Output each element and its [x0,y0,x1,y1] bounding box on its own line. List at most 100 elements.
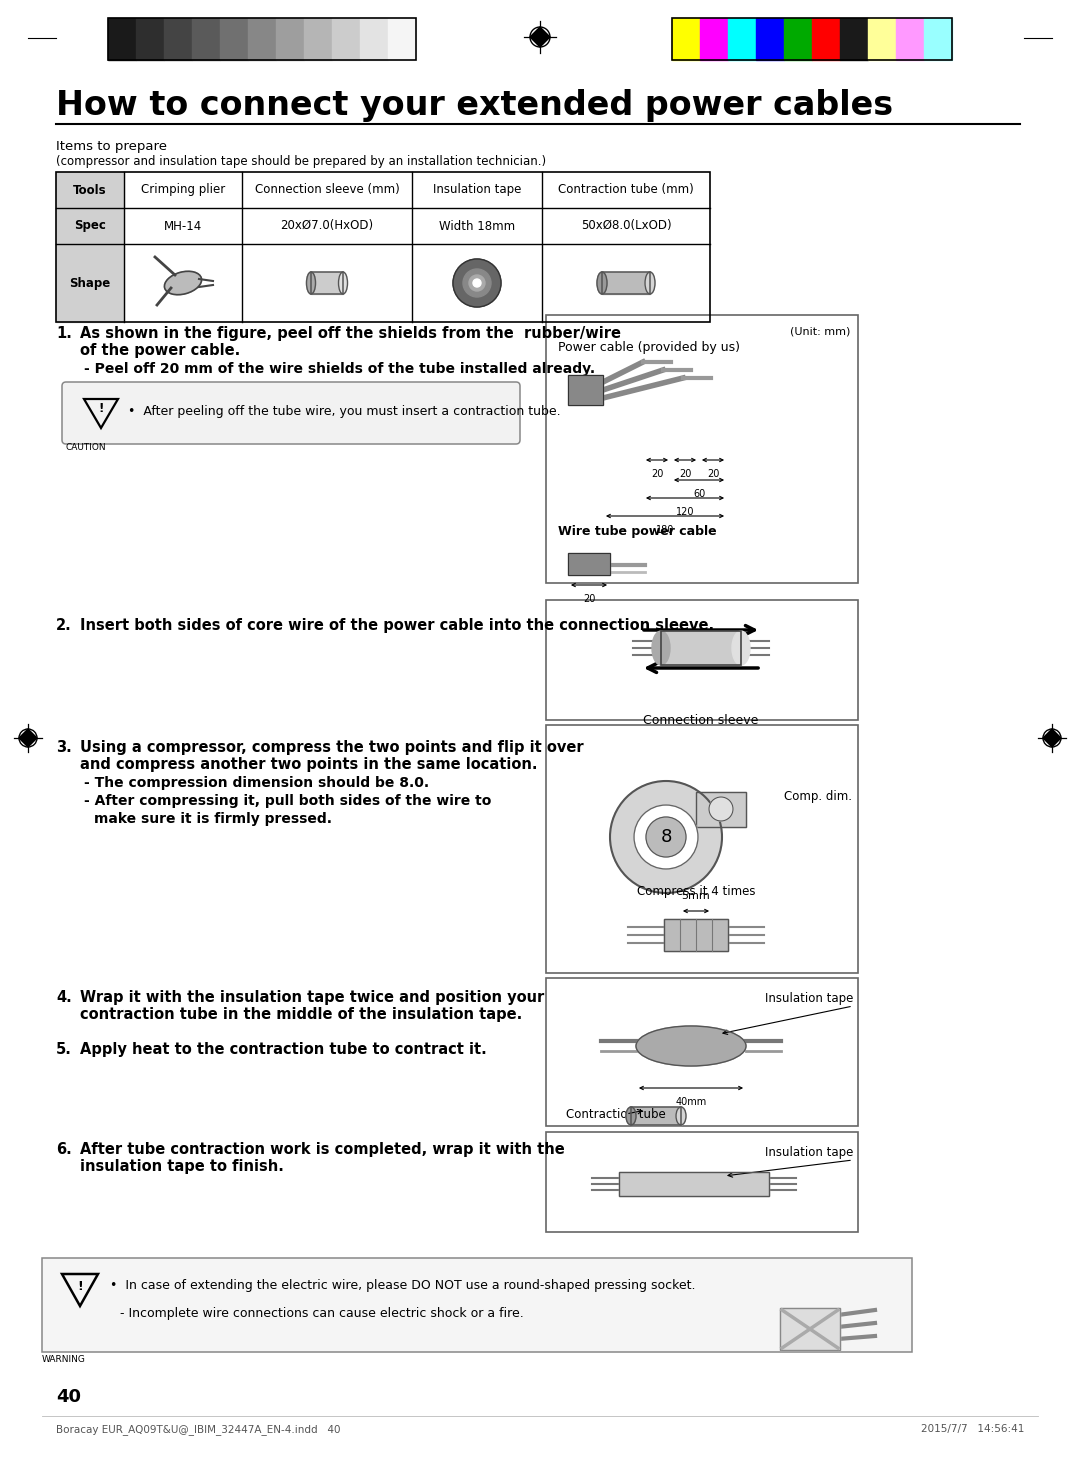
Bar [276,18,303,61]
Text: Connection sleeve (mm): Connection sleeve (mm) [255,183,400,196]
Text: •  In case of extending the electric wire, please DO NOT use a round-shaped pres: • In case of extending the electric wire… [110,1280,696,1293]
Bar [56,208,124,244]
Text: Wrap it with the insulation tape twice and position your: Wrap it with the insulation tape twice a… [80,990,544,1005]
Text: Shape: Shape [69,276,110,289]
Text: make sure it is firmly pressed.: make sure it is firmly pressed. [94,812,332,827]
Text: - The compression dimension should be 8.0.: - The compression dimension should be 8.… [84,776,429,790]
Bar [602,272,650,294]
Text: 5mm: 5mm [681,892,711,900]
Text: Tools: Tools [73,183,107,196]
Bar [896,18,924,61]
Bar [784,18,812,61]
Bar [619,1172,769,1196]
Text: - After compressing it, pull both sides of the wire to: - After compressing it, pull both sides … [84,794,491,807]
Text: insulation tape to finish.: insulation tape to finish. [80,1159,284,1173]
Bar [696,793,746,827]
Text: 50xØ8.0(LxOD): 50xØ8.0(LxOD) [581,220,672,233]
FancyBboxPatch shape [62,382,519,444]
Ellipse shape [636,1026,746,1066]
Text: Insulation tape: Insulation tape [765,1145,853,1159]
Circle shape [463,269,491,297]
Text: Boracay EUR_AQ09T&U@_IBIM_32447A_EN-4.indd   40: Boracay EUR_AQ09T&U@_IBIM_32447A_EN-4.in… [56,1424,340,1435]
Text: 2015/7/7   14:56:41: 2015/7/7 14:56:41 [920,1424,1024,1435]
Text: 2.: 2. [56,618,71,633]
Bar [388,18,416,61]
Ellipse shape [652,632,670,666]
Bar [56,173,124,208]
Bar [546,979,858,1126]
Bar [700,18,728,61]
Text: - Peel off 20 mm of the wire shields of the tube installed already.: - Peel off 20 mm of the wire shields of … [84,362,595,376]
Text: - Incomplete wire connections can cause electric shock or a fire.: - Incomplete wire connections can cause … [120,1308,524,1321]
Text: Contraction tube: Contraction tube [566,1108,665,1120]
Bar [672,18,700,61]
Text: Wire tube power cable: Wire tube power cable [558,525,717,537]
Bar [311,272,343,294]
Circle shape [708,797,733,821]
Circle shape [610,781,723,893]
Ellipse shape [645,272,654,294]
Bar [664,920,728,951]
Bar [696,793,746,827]
Text: Spec: Spec [75,220,106,233]
Bar [672,18,951,61]
Text: Power cable (provided by us): Power cable (provided by us) [558,341,740,354]
Text: 180: 180 [656,525,674,534]
Bar [546,314,858,583]
Text: As shown in the figure, peel off the shields from the  rubber/wire: As shown in the figure, peel off the shi… [80,326,621,341]
Bar [164,18,192,61]
Text: Insert both sides of core wire of the power cable into the connection sleeve.: Insert both sides of core wire of the po… [80,618,714,633]
Circle shape [634,804,698,869]
Text: 20: 20 [583,593,595,604]
Bar [756,18,784,61]
Bar [42,1258,912,1352]
Bar [311,272,343,294]
Text: (compressor and insulation tape should be prepared by an installation technician: (compressor and insulation tape should b… [56,155,546,168]
Bar [631,1107,681,1125]
Bar [568,375,603,404]
Bar [360,18,388,61]
Text: Contraction tube (mm): Contraction tube (mm) [558,183,693,196]
Text: 40: 40 [56,1387,81,1407]
Text: !: ! [77,1280,83,1293]
Text: CAUTION: CAUTION [66,443,107,452]
Text: (Unit: mm): (Unit: mm) [789,328,850,337]
Bar [780,1308,840,1351]
Text: 3.: 3. [56,739,71,756]
Bar [728,18,756,61]
Ellipse shape [732,632,750,666]
Text: !: ! [98,403,104,416]
Text: 20: 20 [679,469,691,480]
Bar [568,554,610,576]
Text: How to connect your extended power cables: How to connect your extended power cable… [56,89,893,123]
Bar [661,632,741,666]
Bar [619,1172,769,1196]
Text: 20: 20 [651,469,663,480]
Text: 40mm: 40mm [675,1097,706,1107]
Ellipse shape [597,272,607,294]
Text: MH-14: MH-14 [164,220,202,233]
Bar [546,1132,858,1232]
Text: of the power cable.: of the power cable. [80,342,240,359]
Text: Connection sleeve: Connection sleeve [644,714,758,728]
Bar [924,18,951,61]
Bar [568,375,603,404]
Ellipse shape [338,272,348,294]
Bar [56,244,124,322]
Bar [546,601,858,720]
Text: 20xØ7.0(HxOD): 20xØ7.0(HxOD) [281,220,374,233]
Text: 60: 60 [693,489,705,499]
Text: 120: 120 [676,506,694,517]
Circle shape [646,818,686,858]
Polygon shape [1043,729,1061,747]
Bar [780,1308,840,1351]
Bar [546,725,858,973]
Bar [568,554,610,576]
Bar [661,632,741,666]
Bar [602,272,650,294]
Bar [108,18,416,61]
Bar [303,18,332,61]
Text: Insulation tape: Insulation tape [765,992,853,1005]
Bar [631,1107,681,1125]
Text: 20: 20 [706,469,719,480]
